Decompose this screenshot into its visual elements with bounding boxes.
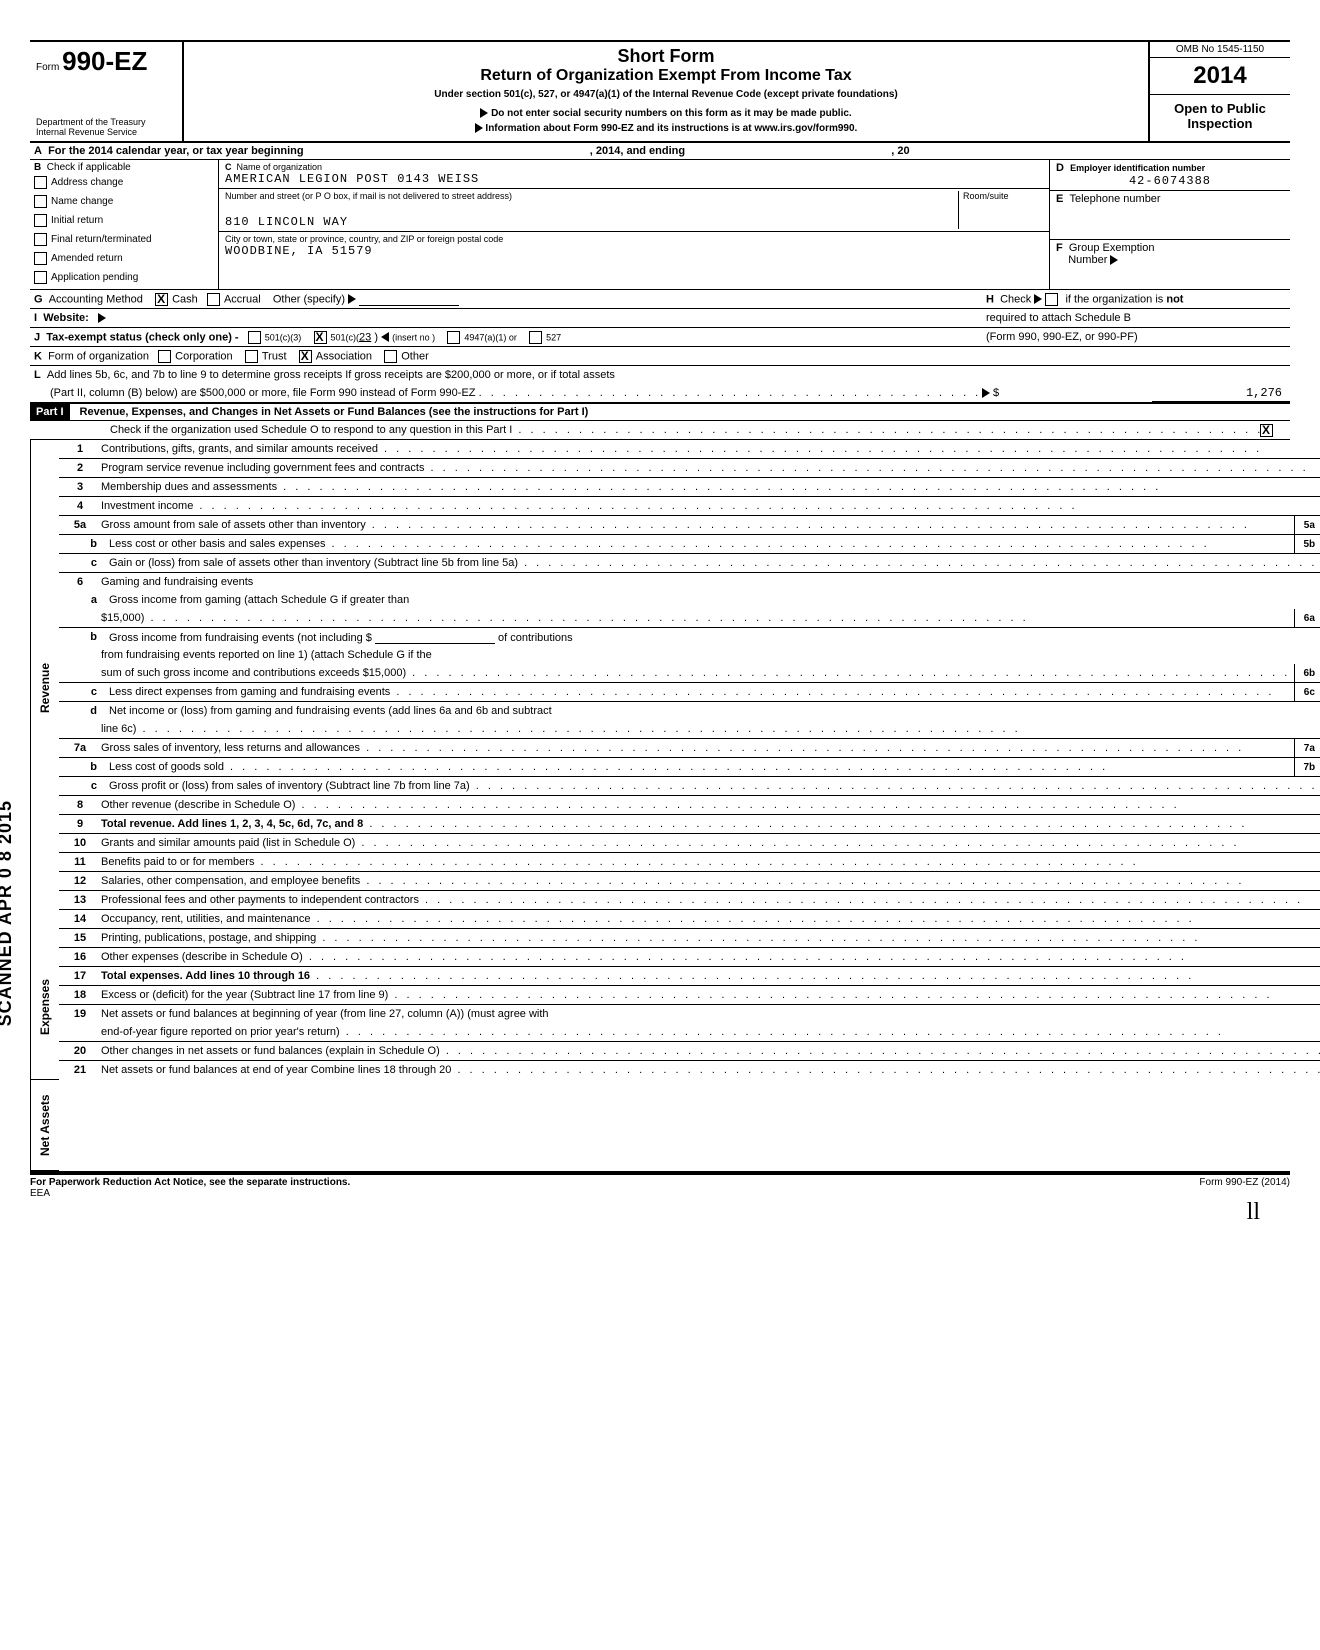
checkbox-cash[interactable] — [155, 293, 168, 306]
line-j: J Tax-exempt status (check only one) - 5… — [30, 328, 1290, 347]
tax-year: 2014 — [1150, 58, 1290, 94]
checkbox-schedule-o[interactable] — [1260, 424, 1273, 437]
checkbox-schedule-b[interactable] — [1045, 293, 1058, 306]
checkbox-527[interactable] — [529, 331, 542, 344]
title-short: Short Form — [192, 46, 1140, 67]
form-number: 990-EZ — [62, 46, 147, 76]
org-name-label: Name of organization — [237, 162, 323, 172]
checkbox-name-change[interactable] — [34, 195, 47, 208]
line-i: I Website: required to attach Schedule B — [30, 309, 1290, 328]
open-public: Open to Public — [1174, 101, 1266, 116]
checkbox-initial-return[interactable] — [34, 214, 47, 227]
footer: For Paperwork Reduction Act Notice, see … — [30, 1173, 1290, 1199]
line-l-1: L Add lines 5b, 6c, and 7b to line 9 to … — [30, 366, 1290, 384]
section-bcd: B Check if applicable Address change Nam… — [30, 160, 1290, 290]
line-g-h: G Accounting Method Cash Accrual Other (… — [30, 290, 1290, 309]
revenue-tab: Revenue — [30, 440, 59, 935]
initials-mark: ll — [30, 1199, 1290, 1226]
checkbox-final-return[interactable] — [34, 233, 47, 246]
part-1-check: Check if the organization used Schedule … — [30, 421, 1290, 440]
checkbox-501c3[interactable] — [248, 331, 261, 344]
org-name: AMERICAN LEGION POST 0143 WEISS — [225, 172, 1043, 186]
part-1-header: Part I Revenue, Expenses, and Changes in… — [30, 402, 1290, 421]
tel-label: Telephone number — [1069, 193, 1160, 205]
checkbox-trust[interactable] — [245, 350, 258, 363]
line-a: A For the 2014 calendar year, or tax yea… — [30, 143, 1290, 160]
checkbox-application-pending[interactable] — [34, 271, 47, 284]
checkbox-amended-return[interactable] — [34, 252, 47, 265]
check-applicable-label: Check if applicable — [47, 162, 131, 173]
room-label: Room/suite — [963, 191, 1043, 201]
expenses-tab: Expenses — [30, 935, 59, 1080]
ein-label: Employer identification number — [1070, 163, 1205, 173]
checkbox-501c[interactable] — [314, 331, 327, 344]
checkbox-association[interactable] — [299, 350, 312, 363]
irs-label: Internal Revenue Service — [36, 127, 176, 137]
line-l-2: (Part II, column (B) below) are $500,000… — [30, 384, 1290, 402]
form-990ez: Form 990-EZ Department of the Treasury I… — [30, 40, 1290, 1226]
addr-label: Number and street (or P O box, if mail i… — [225, 191, 958, 201]
title-main: Return of Organization Exempt From Incom… — [192, 67, 1140, 85]
org-address: 810 LINCOLN WAY — [225, 215, 958, 229]
checkbox-corporation[interactable] — [158, 350, 171, 363]
ein-value: 42-6074388 — [1056, 174, 1284, 188]
paperwork-notice: For Paperwork Reduction Act Notice, see … — [30, 1177, 350, 1188]
eea-label: EEA — [30, 1188, 50, 1199]
number-label: Number — [1068, 254, 1107, 266]
inspection: Inspection — [1187, 116, 1252, 131]
line-k: K Form of organization Corporation Trust… — [30, 347, 1290, 366]
netassets-tab: Net Assets — [30, 1080, 59, 1171]
dept-treasury: Department of the Treasury — [36, 107, 176, 127]
scanned-stamp: SCANNED APR 0 8 2015 — [0, 800, 16, 1026]
org-city: WOODBINE, IA 51579 — [225, 244, 1043, 258]
checkbox-address-change[interactable] — [34, 176, 47, 189]
city-label: City or town, state or province, country… — [225, 234, 1043, 244]
checkbox-4947[interactable] — [447, 331, 460, 344]
form-header: Form 990-EZ Department of the Treasury I… — [30, 40, 1290, 143]
info-url: Information about Form 990-EZ and its in… — [485, 123, 857, 134]
checkbox-accrual[interactable] — [207, 293, 220, 306]
main-table: Revenue Expenses Net Assets 1Contributio… — [30, 440, 1290, 1173]
form-label: Form — [36, 62, 59, 73]
omb-number: OMB No 1545-1150 — [1150, 42, 1290, 58]
gross-receipts-value: 1,276 — [1152, 384, 1290, 402]
title-under: Under section 501(c), 527, or 4947(a)(1)… — [192, 89, 1140, 100]
ssn-warning: Do not enter social security numbers on … — [491, 108, 852, 119]
checkbox-other-org[interactable] — [384, 350, 397, 363]
form-ref: Form 990-EZ (2014) — [1199, 1177, 1290, 1199]
group-exemption-label: Group Exemption — [1069, 242, 1155, 254]
